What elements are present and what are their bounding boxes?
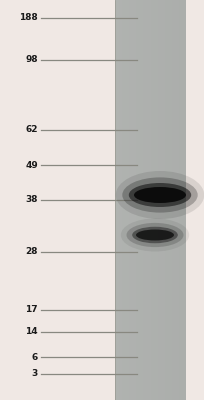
- Text: 38: 38: [26, 196, 38, 204]
- Text: 3: 3: [32, 370, 38, 378]
- Text: 6: 6: [32, 352, 38, 362]
- Bar: [115, 0, 186, 400]
- Ellipse shape: [121, 218, 189, 252]
- Text: 17: 17: [25, 306, 38, 314]
- Ellipse shape: [122, 178, 198, 213]
- Text: 62: 62: [26, 126, 38, 134]
- Bar: [122, 0, 126, 400]
- Ellipse shape: [134, 187, 186, 203]
- Ellipse shape: [129, 183, 191, 207]
- Ellipse shape: [136, 230, 174, 240]
- Bar: [182, 0, 186, 400]
- Bar: [133, 0, 136, 400]
- Text: 49: 49: [25, 160, 38, 170]
- Text: 28: 28: [26, 248, 38, 256]
- Bar: [154, 0, 158, 400]
- Ellipse shape: [132, 227, 178, 243]
- Bar: [175, 0, 179, 400]
- Bar: [179, 0, 182, 400]
- Bar: [119, 0, 122, 400]
- Text: 188: 188: [19, 14, 38, 22]
- Bar: [126, 0, 129, 400]
- Text: 98: 98: [25, 56, 38, 64]
- Ellipse shape: [116, 171, 204, 219]
- Bar: [115, 0, 119, 400]
- Bar: [147, 0, 151, 400]
- Bar: [129, 0, 133, 400]
- Bar: [151, 0, 154, 400]
- Bar: [140, 0, 143, 400]
- Bar: [172, 0, 175, 400]
- Bar: [136, 0, 140, 400]
- Bar: [186, 0, 204, 400]
- Bar: [165, 0, 168, 400]
- Bar: [161, 0, 165, 400]
- Text: 14: 14: [25, 328, 38, 336]
- Bar: [168, 0, 172, 400]
- Bar: [143, 0, 147, 400]
- Ellipse shape: [126, 223, 184, 247]
- Bar: [158, 0, 161, 400]
